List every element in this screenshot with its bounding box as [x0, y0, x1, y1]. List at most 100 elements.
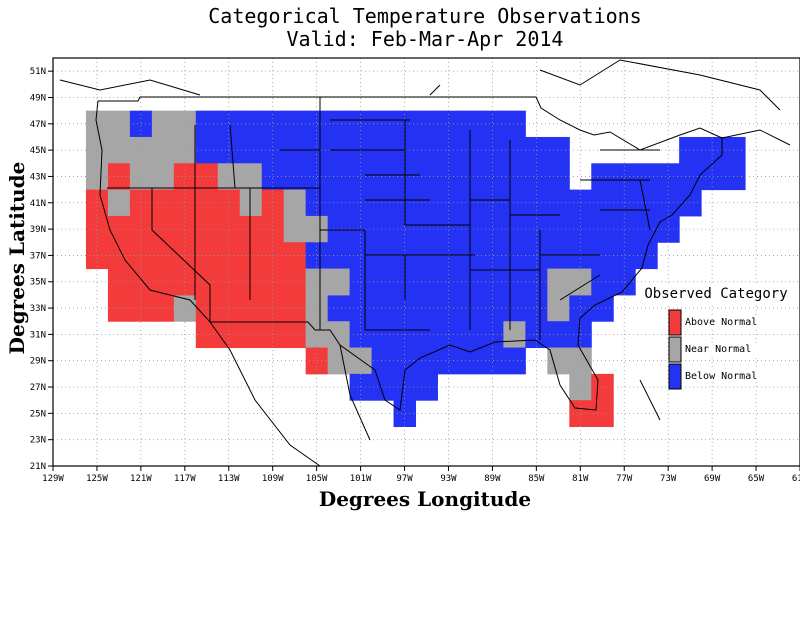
conus-outline	[95, 96, 723, 411]
cell-below	[613, 215, 636, 243]
cell-near	[569, 268, 592, 296]
cell-below	[525, 294, 548, 322]
cell-below	[349, 110, 373, 138]
cell-below	[569, 189, 592, 217]
cell-below	[437, 215, 460, 243]
cell-below	[459, 189, 482, 217]
x-tick-label: 73W	[660, 474, 677, 484]
cell-near	[349, 347, 373, 375]
cell-below	[459, 110, 482, 138]
legend-swatch-above	[668, 309, 682, 336]
cell-below	[239, 110, 263, 138]
cell-near	[305, 268, 329, 296]
cell-above	[151, 294, 175, 322]
legend-label-below: Below Normal	[685, 371, 757, 382]
cell-near	[305, 215, 329, 243]
cell-below	[591, 189, 614, 217]
legend-label-bg	[684, 316, 766, 328]
cell-above	[283, 321, 307, 349]
cell-below	[459, 294, 482, 322]
cell-below	[503, 242, 526, 270]
cell-near	[151, 163, 175, 191]
cell-below	[349, 189, 373, 217]
cell-near	[503, 321, 526, 349]
cell-below	[415, 110, 438, 138]
gridlines	[52, 58, 800, 467]
cell-below	[327, 189, 351, 217]
cell-below	[481, 215, 504, 243]
cell-above	[107, 215, 131, 243]
cell-below	[305, 189, 329, 217]
y-axis-label: Degrees Latitude	[5, 161, 29, 355]
cell-above	[107, 163, 131, 191]
legend-swatch-below	[668, 363, 682, 390]
cell-below	[679, 189, 702, 217]
x-tick-label: 93W	[440, 474, 457, 484]
legend-label-above: Above Normal	[685, 317, 757, 328]
y-tick-label: 51N	[30, 67, 46, 77]
cell-below	[459, 321, 482, 349]
cell-below	[503, 215, 526, 243]
cell-below	[327, 215, 351, 243]
cell-below	[547, 189, 570, 217]
cell-above	[569, 400, 592, 428]
cell-below	[679, 163, 702, 191]
cell-below	[481, 347, 504, 375]
cell-above	[283, 294, 307, 322]
x-tick-label: 69W	[704, 474, 721, 484]
x-tick-label: 81W	[572, 474, 589, 484]
cell-below	[459, 215, 482, 243]
cell-above	[261, 268, 285, 296]
chart-subtitle: Valid: Feb-Mar-Apr 2014	[286, 27, 564, 51]
cell-above	[305, 347, 329, 375]
cell-below	[415, 189, 438, 217]
cell-above	[195, 215, 219, 243]
cell-near	[327, 268, 351, 296]
x-tick-label: 105W	[306, 474, 328, 484]
category-cells	[85, 110, 746, 428]
cell-below	[327, 242, 351, 270]
cell-near	[547, 268, 570, 296]
cell-above	[591, 373, 614, 401]
cell-below	[547, 321, 570, 349]
cell-near	[569, 373, 592, 401]
x-tick-label: 65W	[748, 474, 765, 484]
cell-below	[613, 189, 636, 217]
cell-below	[371, 242, 395, 270]
cell-below	[591, 242, 614, 270]
cell-above	[261, 215, 285, 243]
cell-above	[195, 242, 219, 270]
cell-below	[349, 268, 373, 296]
cell-near	[107, 136, 131, 164]
cell-above	[239, 215, 263, 243]
cell-below	[437, 294, 460, 322]
cell-below	[459, 268, 482, 296]
cell-below	[503, 294, 526, 322]
cell-above	[151, 242, 175, 270]
cell-below	[679, 136, 702, 164]
cell-above	[195, 163, 219, 191]
x-tick-label: 77W	[616, 474, 633, 484]
cell-below	[569, 294, 592, 322]
x-tick-label: 109W	[262, 474, 284, 484]
cell-below	[371, 215, 395, 243]
cell-below	[371, 347, 395, 375]
cell-below	[415, 268, 438, 296]
cell-below	[283, 163, 307, 191]
state-borders	[59, 59, 791, 467]
cell-below	[349, 215, 373, 243]
cell-near	[151, 110, 175, 138]
chart-title: Categorical Temperature Observations	[208, 4, 642, 28]
cell-below	[195, 136, 219, 164]
cell-below	[635, 242, 658, 270]
legend-label-bg	[684, 370, 766, 382]
cell-below	[723, 163, 746, 191]
y-tick-label: 37N	[30, 251, 46, 261]
cell-near	[239, 189, 263, 217]
cell-above	[151, 215, 175, 243]
border-lines	[107, 97, 660, 340]
legend-title-bg	[636, 283, 794, 303]
cell-above	[151, 189, 175, 217]
cell-above	[195, 189, 219, 217]
